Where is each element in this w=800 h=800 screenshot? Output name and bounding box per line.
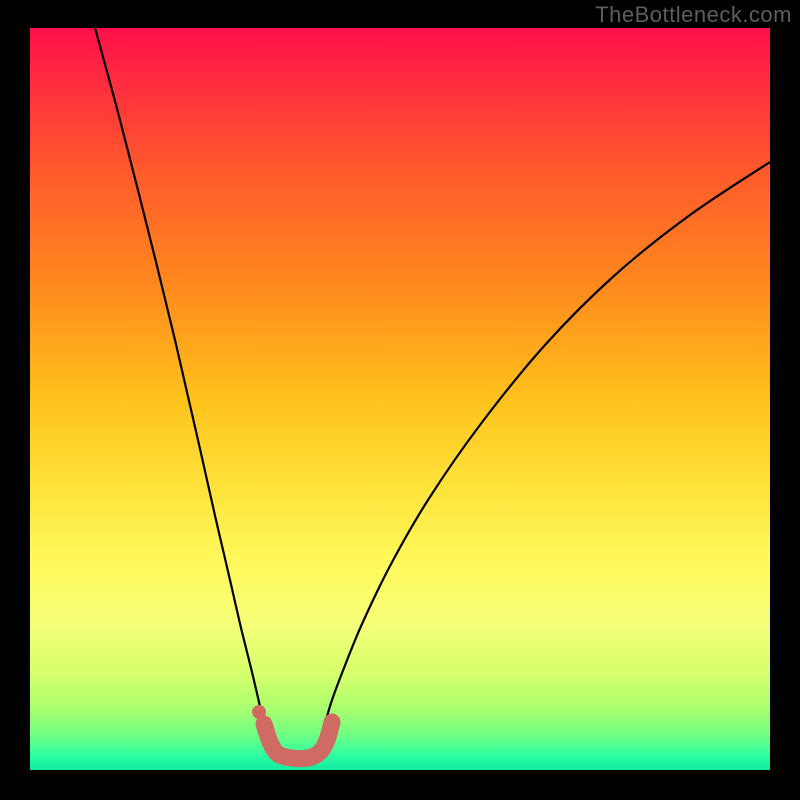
chart-root: { "canvas": { "width": 800, "height": 80… xyxy=(0,0,800,800)
bottom-mark-dot xyxy=(252,705,266,719)
plot-background xyxy=(30,28,770,770)
watermark-text: TheBottleneck.com xyxy=(595,2,792,28)
chart-svg xyxy=(0,0,800,800)
